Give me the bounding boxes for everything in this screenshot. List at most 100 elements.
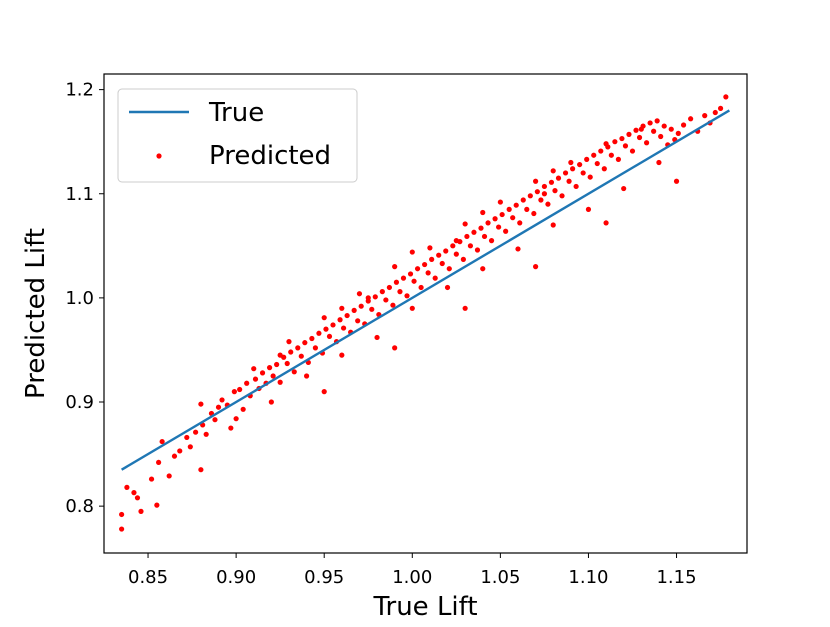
predicted-point <box>390 302 396 308</box>
predicted-point <box>503 228 509 234</box>
predicted-point <box>443 248 449 254</box>
predicted-point <box>643 140 650 146</box>
predicted-point <box>356 291 363 297</box>
predicted-point <box>244 380 250 386</box>
predicted-point <box>513 202 519 208</box>
predicted-point <box>515 246 521 252</box>
predicted-point <box>187 444 193 450</box>
predicted-point <box>541 191 548 197</box>
x-tick-label: 0.85 <box>128 567 168 588</box>
predicted-point <box>471 229 477 235</box>
predicted-point <box>688 116 694 122</box>
y-tick-label: 1.1 <box>65 184 94 205</box>
predicted-point <box>330 322 336 328</box>
predicted-point <box>467 243 474 249</box>
predicted-point <box>369 306 375 312</box>
predicted-point <box>268 399 274 405</box>
predicted-point <box>712 109 718 116</box>
predicted-point <box>550 222 556 228</box>
predicted-point <box>131 490 137 496</box>
predicted-point <box>193 429 199 435</box>
predicted-point <box>212 417 218 423</box>
y-tick-label: 1.2 <box>65 80 94 101</box>
predicted-point <box>585 206 592 212</box>
predicted-point <box>601 166 607 172</box>
predicted-point <box>259 370 266 376</box>
predicted-point <box>277 352 283 358</box>
predicted-point <box>365 295 371 301</box>
predicted-point <box>400 275 407 281</box>
predicted-point <box>570 166 576 172</box>
predicted-point <box>520 197 526 203</box>
predicted-point <box>303 373 310 379</box>
predicted-point <box>480 209 486 216</box>
predicted-point <box>215 404 222 410</box>
predicted-point <box>309 335 315 342</box>
predicted-point <box>337 317 343 323</box>
predicted-point <box>266 365 273 371</box>
predicted-point <box>488 238 495 244</box>
predicted-point <box>462 221 468 227</box>
predicted-point <box>233 416 239 422</box>
y-tick-label: 1.0 <box>65 288 94 309</box>
predicted-point <box>566 178 572 184</box>
predicted-point <box>444 284 451 291</box>
x-tick-label: 0.95 <box>304 567 344 588</box>
legend-label-true: True <box>208 98 264 128</box>
predicted-point <box>339 352 345 358</box>
predicted-point <box>326 333 333 340</box>
predicted-point <box>661 123 667 129</box>
predicted-point <box>531 210 537 217</box>
predicted-point <box>409 249 415 255</box>
predicted-point <box>177 448 183 454</box>
predicted-point <box>615 156 622 162</box>
predicted-point <box>647 120 653 126</box>
predicted-point <box>198 467 204 473</box>
predicted-point <box>270 373 276 379</box>
predicted-point <box>573 183 579 190</box>
predicted-point <box>591 152 597 158</box>
predicted-point <box>538 197 544 203</box>
x-tick-label: 1.10 <box>568 567 608 588</box>
predicted-point <box>517 220 523 226</box>
predicted-point <box>492 216 498 222</box>
predicted-point <box>629 148 636 154</box>
x-tick-label: 0.90 <box>216 567 256 588</box>
predicted-point <box>344 312 350 319</box>
predicted-point <box>577 161 583 168</box>
predicted-point <box>702 113 708 119</box>
predicted-point <box>427 245 433 251</box>
predicted-point <box>203 431 209 437</box>
predicted-point <box>284 360 290 367</box>
predicted-point <box>237 386 243 393</box>
predicted-point <box>119 526 125 532</box>
predicted-point <box>668 126 674 132</box>
predicted-point <box>497 199 503 205</box>
predicted-point <box>425 270 431 276</box>
predicted-point <box>480 266 486 272</box>
predicted-point <box>464 233 470 240</box>
predicted-point <box>673 178 680 184</box>
predicted-point <box>392 345 398 351</box>
predicted-point <box>312 345 318 351</box>
predicted-point <box>277 379 283 385</box>
predicted-point <box>562 170 569 176</box>
predicted-point <box>379 289 385 295</box>
predicted-point <box>680 122 687 128</box>
predicted-point <box>138 508 144 514</box>
x-tick-label: 1.00 <box>392 567 432 588</box>
predicted-point <box>717 105 724 111</box>
predicted-point <box>295 345 301 351</box>
predicted-point <box>453 251 459 257</box>
predicted-point <box>533 264 539 270</box>
predicted-point <box>555 175 562 181</box>
predicted-point <box>298 353 304 359</box>
predicted-point <box>432 275 438 281</box>
predicted-point <box>184 434 190 441</box>
predicted-point <box>651 128 657 134</box>
predicted-point <box>124 484 130 490</box>
predicted-point <box>374 334 380 341</box>
predicted-point <box>339 305 345 311</box>
